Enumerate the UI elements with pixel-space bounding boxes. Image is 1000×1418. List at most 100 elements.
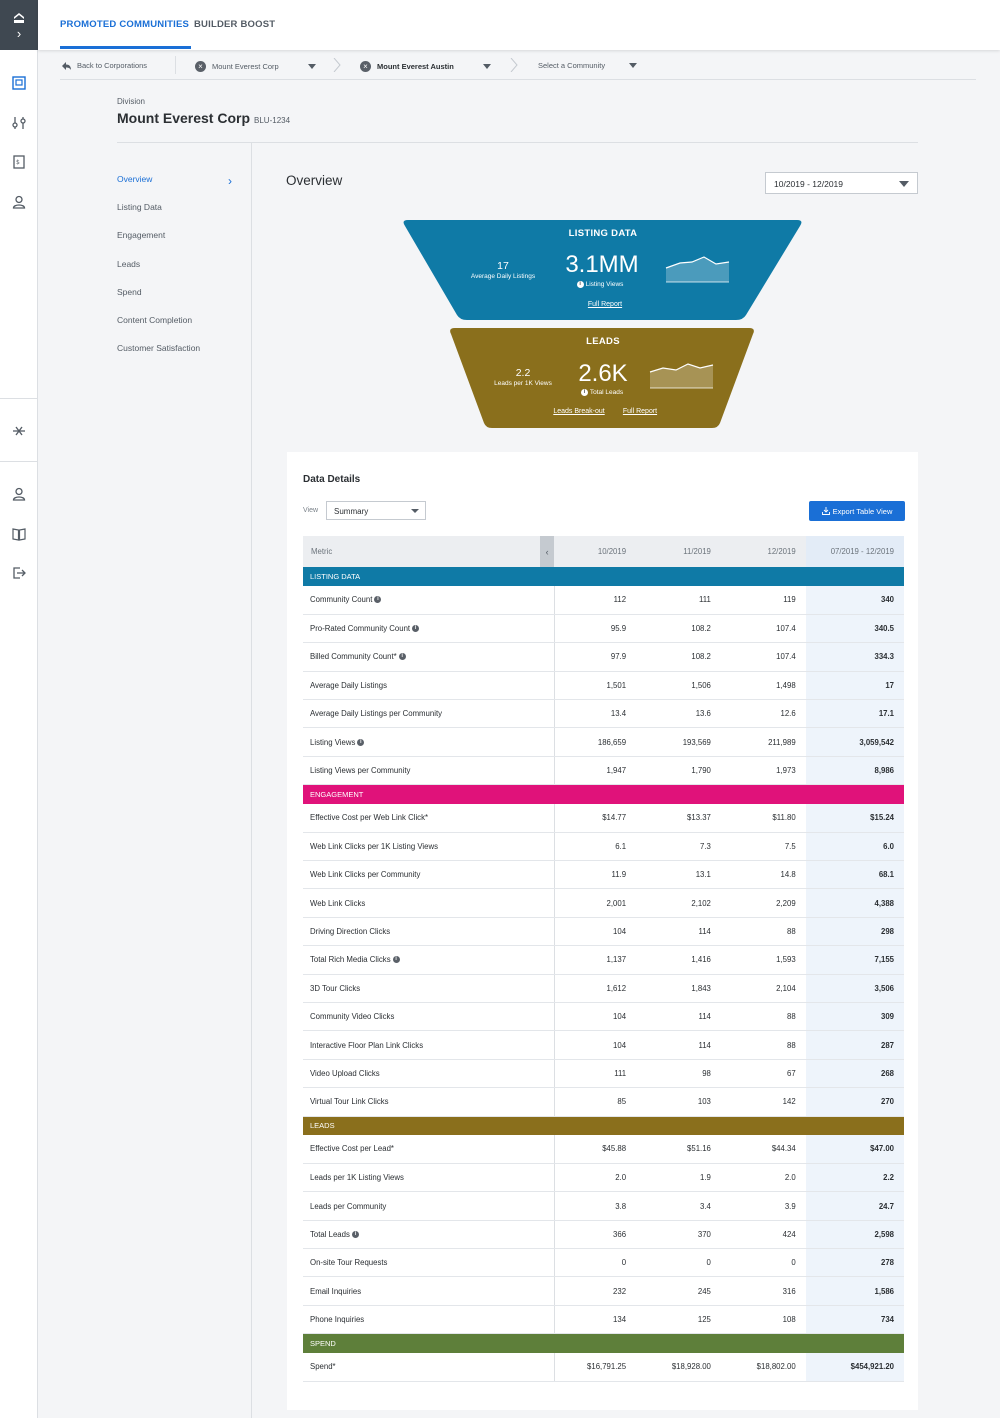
total-cell: 68.1 xyxy=(805,860,904,890)
sidenav-item-spend[interactable]: Spend xyxy=(117,286,142,297)
logout-icon[interactable] xyxy=(9,563,29,583)
clear-corp-icon[interactable]: × xyxy=(195,61,206,72)
column-header-total[interactable]: 07/2019 - 12/2019 xyxy=(805,536,904,567)
value-cell: 2,001 xyxy=(554,888,637,918)
info-icon[interactable]: i xyxy=(580,389,588,396)
scroll-left-icon[interactable]: ‹ xyxy=(539,536,555,567)
metric-name: Web Link Clicks per Community xyxy=(303,860,555,890)
back-label: Back to Corporations xyxy=(77,61,148,70)
corp-selector[interactable]: × Mount Everest Corp xyxy=(195,61,316,72)
metric-name: Web Link Clicks per 1K Listing Views xyxy=(303,832,555,862)
metric-label: Web Link Clicks per Community xyxy=(310,870,421,880)
export-table-button[interactable]: Export Table View xyxy=(809,501,905,521)
users-icon[interactable] xyxy=(9,192,29,212)
metric-label: Email Inquiries xyxy=(310,1286,362,1296)
column-header-nov-2019[interactable]: 11/2019 xyxy=(636,536,721,567)
clear-division-icon[interactable]: × xyxy=(360,61,371,72)
metric-name: Community Count i xyxy=(303,586,555,615)
metric-name: Interactive Floor Plan Link Clicks xyxy=(303,1030,555,1060)
column-header-dec-2019[interactable]: 12/2019 xyxy=(720,536,806,567)
info-icon[interactable]: i xyxy=(357,738,365,746)
listing-stage-title: LISTING DATA xyxy=(568,228,638,239)
table-row: Average Daily Listings 1,501 1,506 1,498 17 xyxy=(303,671,904,701)
sidenav-item-engagement[interactable]: Engagement xyxy=(117,230,166,241)
total-cell: 1,586 xyxy=(805,1276,904,1306)
sidenav-item-customer-satisfaction[interactable]: Customer Satisfaction xyxy=(117,343,201,354)
table-row: Web Link Clicks per Community 11.9 13.1 14.… xyxy=(303,860,904,890)
export-label: Export Table View xyxy=(832,506,893,516)
info-icon[interactable]: i xyxy=(398,653,406,661)
info-icon[interactable]: i xyxy=(392,956,400,964)
invoice-icon[interactable]: $ xyxy=(9,152,29,172)
tab-promoted-communities[interactable]: PROMOTED COMMUNITIES xyxy=(60,19,190,30)
community-selector[interactable]: Select a Community xyxy=(538,61,637,70)
table-row: Total Leads i 366 370 424 2,598 xyxy=(303,1220,904,1250)
sidenav-item-overview[interactable]: Overview xyxy=(117,174,153,184)
sidenav-item-content-completion[interactable]: Content Completion xyxy=(117,314,193,325)
download-icon xyxy=(821,507,830,515)
back-arrow-icon xyxy=(62,61,71,70)
sidenav-item-leads[interactable]: Leads xyxy=(117,258,141,269)
value-cell: 1,416 xyxy=(636,945,721,975)
sliders-icon[interactable] xyxy=(9,113,29,133)
view-select[interactable]: Summary xyxy=(326,501,426,520)
metric-name: Billed Community Count* i xyxy=(303,642,555,672)
leads-breakout-link[interactable]: Leads Break-out xyxy=(553,408,605,415)
value-cell: 85 xyxy=(554,1087,637,1117)
back-to-corporations-link[interactable]: Back to Corporations xyxy=(62,61,147,70)
value-cell: 1,790 xyxy=(636,756,721,786)
network-icon[interactable] xyxy=(9,421,29,441)
avg-daily-listings-label: Average Daily Listings xyxy=(470,273,536,280)
metric-name: Effective Cost per Web Link Click* xyxy=(303,803,555,833)
metric-name: Virtual Tour Link Clicks xyxy=(303,1087,555,1117)
info-icon[interactable]: i xyxy=(576,281,584,288)
listing-full-report-link[interactable]: Full Report xyxy=(587,301,623,308)
leads-funnel-stage xyxy=(450,328,754,428)
metric-name: Average Daily Listings per Community xyxy=(303,699,555,729)
total-cell: 4,388 xyxy=(805,888,904,918)
metric-label: Billed Community Count* xyxy=(310,652,397,662)
value-cell: 370 xyxy=(636,1220,721,1250)
tab-builder-boost[interactable]: BUILDER BOOST xyxy=(194,19,276,30)
info-icon[interactable]: i xyxy=(374,596,382,604)
column-header-oct-2019[interactable]: 10/2019 xyxy=(554,536,637,567)
leads-sparkline-area xyxy=(650,364,713,388)
breadcrumb-chevron-icon xyxy=(333,58,341,72)
metric-label: Video Upload Clicks xyxy=(310,1068,380,1078)
app-logo[interactable]: › xyxy=(0,0,38,50)
dashboard-icon[interactable] xyxy=(9,73,29,93)
value-cell: 0 xyxy=(636,1248,721,1278)
table-row: Average Daily Listings per Community 13.4… xyxy=(303,699,904,729)
metric-label: Effective Cost per Lead* xyxy=(310,1144,394,1154)
info-icon[interactable]: i xyxy=(412,625,420,633)
book-icon[interactable] xyxy=(9,524,29,544)
division-selector[interactable]: × Mount Everest Austin xyxy=(360,61,491,72)
value-cell: 12.6 xyxy=(720,699,806,729)
total-cell: 278 xyxy=(805,1248,904,1278)
leads-full-report-link[interactable]: Full Report xyxy=(622,408,658,415)
funnel-graphic xyxy=(403,220,802,428)
metric-name: Community Video Clicks xyxy=(303,1002,555,1032)
value-cell: 13.6 xyxy=(636,699,721,729)
date-range-select[interactable]: 10/2019 - 12/2019 xyxy=(765,172,918,194)
table-row: Phone Inquiries 134 125 108 734 xyxy=(303,1305,904,1335)
metric-label: Total Leads xyxy=(310,1229,350,1239)
value-cell: 424 xyxy=(720,1220,806,1250)
value-cell: 142 xyxy=(720,1087,806,1117)
value-cell: 2.0 xyxy=(720,1163,806,1193)
total-cell: 268 xyxy=(805,1059,904,1089)
value-cell: 1,506 xyxy=(636,671,721,701)
sidenav-item-listing-data[interactable]: Listing Data xyxy=(117,202,162,213)
expand-chevron-icon[interactable]: › xyxy=(16,25,22,41)
total-cell: 298 xyxy=(805,917,904,947)
table-row: Interactive Floor Plan Link Clicks 104 114… xyxy=(303,1030,904,1060)
profile-icon[interactable] xyxy=(9,484,29,504)
table-row: Total Rich Media Clicks i 1,137 1,416 1,593 7… xyxy=(303,945,904,975)
value-cell: 366 xyxy=(554,1220,637,1250)
view-select-value: Summary xyxy=(334,507,369,516)
value-cell: 111 xyxy=(554,1059,637,1089)
table-row: Driving Direction Clicks 104 114 88 298 xyxy=(303,917,904,947)
info-icon[interactable]: i xyxy=(351,1230,359,1238)
column-header-metric[interactable]: Metric xyxy=(303,536,540,567)
leads-sparkline xyxy=(649,363,714,373)
